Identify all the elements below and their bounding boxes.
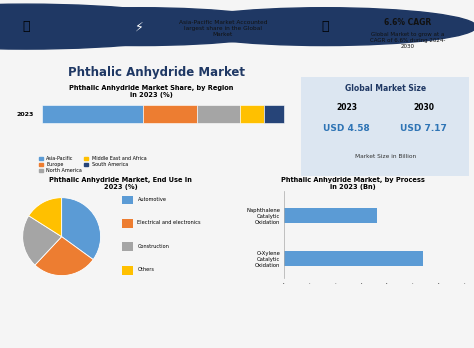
Text: Automotive: Automotive <box>137 197 166 202</box>
Circle shape <box>0 8 292 46</box>
Text: MMR: MMR <box>55 23 81 33</box>
FancyBboxPatch shape <box>42 105 143 123</box>
FancyBboxPatch shape <box>143 105 197 123</box>
Text: 2023: 2023 <box>336 103 357 112</box>
Wedge shape <box>23 216 62 265</box>
Bar <box>122 243 133 251</box>
Wedge shape <box>35 237 93 276</box>
Circle shape <box>173 8 474 46</box>
Text: Phthalic Anhydride Market: Phthalic Anhydride Market <box>68 66 245 79</box>
Legend: Asia-Pacific, Europe, North America, Middle East and Africa, South America: Asia-Pacific, Europe, North America, Mid… <box>39 157 147 173</box>
Text: Global Market to grow at a
CAGR of 6.6% during 2024-
2030: Global Market to grow at a CAGR of 6.6% … <box>370 32 446 48</box>
FancyBboxPatch shape <box>197 105 240 123</box>
Text: 2023: 2023 <box>17 112 34 117</box>
Text: Market Size in Billion: Market Size in Billion <box>355 154 416 159</box>
Wedge shape <box>62 198 100 260</box>
Text: ⚡: ⚡ <box>136 20 144 33</box>
Text: Phthalic Anhydride Market Share, by Region
in 2023 (%): Phthalic Anhydride Market Share, by Regi… <box>70 85 234 98</box>
Text: Construction: Construction <box>137 244 169 249</box>
Text: 2030: 2030 <box>413 103 434 112</box>
Text: Asia-Pacific Market Accounted
largest share in the Global
Market: Asia-Pacific Market Accounted largest sh… <box>179 20 267 37</box>
Text: Electrical and electronics: Electrical and electronics <box>137 221 201 226</box>
FancyBboxPatch shape <box>240 105 264 123</box>
Text: Phthalic Anhydride Market, End Use In
2023 (%): Phthalic Anhydride Market, End Use In 20… <box>49 177 192 190</box>
Wedge shape <box>29 198 62 237</box>
Bar <box>122 196 133 205</box>
Text: Global Market Size: Global Market Size <box>345 85 426 94</box>
Circle shape <box>0 4 206 49</box>
Bar <box>122 266 133 275</box>
FancyBboxPatch shape <box>264 105 283 123</box>
Bar <box>284 251 423 267</box>
Bar <box>122 219 133 228</box>
Text: USD 4.58: USD 4.58 <box>323 124 370 133</box>
Text: 🔥: 🔥 <box>321 20 328 33</box>
Text: USD 7.17: USD 7.17 <box>401 124 447 133</box>
Text: 🌍: 🌍 <box>22 20 30 33</box>
Text: 6.6% CAGR: 6.6% CAGR <box>384 18 431 27</box>
FancyBboxPatch shape <box>299 76 471 177</box>
Text: Phthalic Anhydride Market, by Process
in 2023 (Bn): Phthalic Anhydride Market, by Process in… <box>281 177 425 190</box>
Text: Others: Others <box>137 267 155 272</box>
Bar <box>284 208 377 223</box>
